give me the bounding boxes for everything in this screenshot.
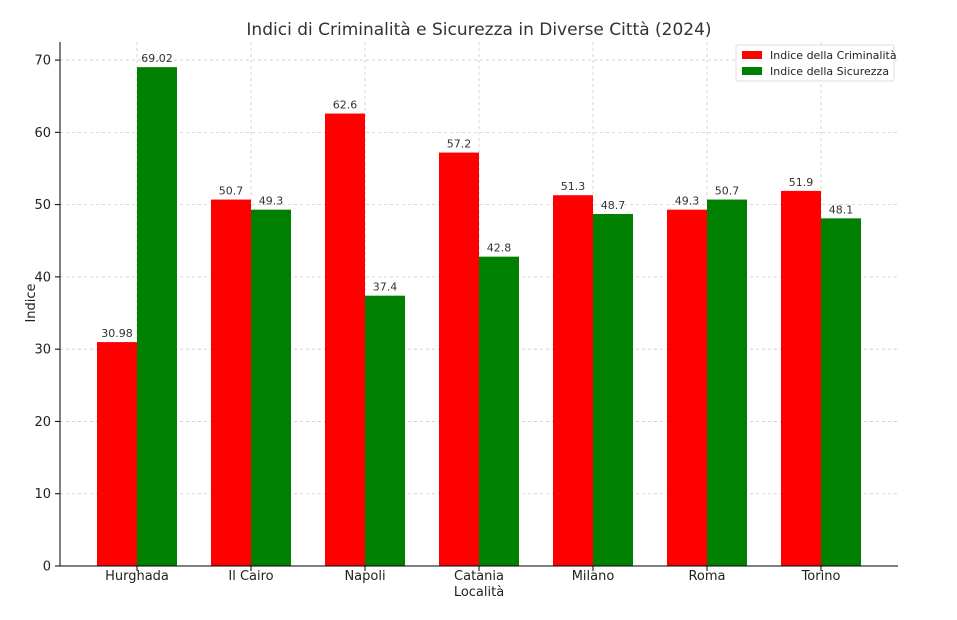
x-tick-label: Roma (688, 569, 725, 584)
y-tick-label: 60 (34, 126, 51, 141)
legend-label: Indice della Sicurezza (770, 65, 889, 78)
chart-title: Indici di Criminalità e Sicurezza in Div… (246, 20, 711, 40)
bar-value-label: 48.7 (601, 199, 626, 212)
axes: 0 10 20 30 40 50 60 70 Hurghada Il Cairo Napoli Cat… (34, 42, 898, 584)
bar-value-label: 51.9 (789, 176, 814, 189)
bar-safety (365, 295, 405, 566)
y-tick-label: 50 (34, 198, 51, 213)
y-tick-label: 70 (34, 54, 51, 69)
data-labels: 30.98 50.7 62.6 57.2 51.3 49.3 51.9 69.02 49.3 37… (101, 52, 853, 340)
bar-value-label: 30.98 (101, 327, 133, 340)
y-tick-label: 0 (43, 560, 51, 575)
bar-value-label: 51.3 (561, 180, 586, 193)
bar-crime (211, 199, 251, 566)
bar-value-label: 49.3 (259, 195, 284, 208)
y-tick-label: 10 (34, 487, 51, 502)
bar-value-label: 50.7 (219, 185, 244, 198)
bar-value-label: 62.6 (333, 99, 358, 112)
x-tick-label: Torino (801, 569, 841, 584)
y-axis-label: Indice (24, 283, 39, 322)
y-tick-label: 20 (34, 415, 51, 430)
bar-crime (781, 190, 821, 566)
bar-safety (593, 214, 633, 567)
x-tick-label: Milano (572, 569, 615, 584)
bar-safety (137, 67, 177, 566)
legend-box (735, 44, 895, 82)
bar-crime (553, 195, 593, 566)
bar-value-label: 49.3 (675, 195, 700, 208)
bar-value-label: 69.02 (141, 52, 173, 65)
bar-safety (707, 199, 747, 566)
y-tick-label: 30 (34, 343, 51, 358)
bar-safety (821, 218, 861, 567)
bar-value-label: 48.1 (829, 203, 854, 216)
y-tick-label: 40 (34, 270, 51, 285)
x-tick-label: Napoli (344, 569, 385, 584)
legend: Indice della Criminalità Indice della Sic… (735, 44, 897, 82)
x-tick-label: Catania (454, 569, 504, 584)
bar-value-label: 57.2 (447, 138, 472, 151)
bar-safety (479, 256, 519, 566)
x-tick-label: Hurghada (105, 569, 169, 584)
bar-crime (325, 113, 365, 566)
bar-crime (97, 342, 137, 566)
legend-swatch (742, 67, 762, 75)
x-axis-label: Località (454, 585, 504, 600)
bar-safety (251, 209, 291, 566)
bar-crime (667, 209, 707, 566)
legend-label: Indice della Criminalità (770, 49, 897, 62)
bar-value-label: 42.8 (487, 242, 512, 255)
bar-value-label: 37.4 (373, 281, 398, 294)
bars (97, 67, 861, 567)
bar-value-label: 50.7 (715, 185, 740, 198)
legend-swatch (742, 51, 762, 59)
x-tick-label: Il Cairo (228, 569, 273, 584)
bar-crime (439, 152, 479, 566)
